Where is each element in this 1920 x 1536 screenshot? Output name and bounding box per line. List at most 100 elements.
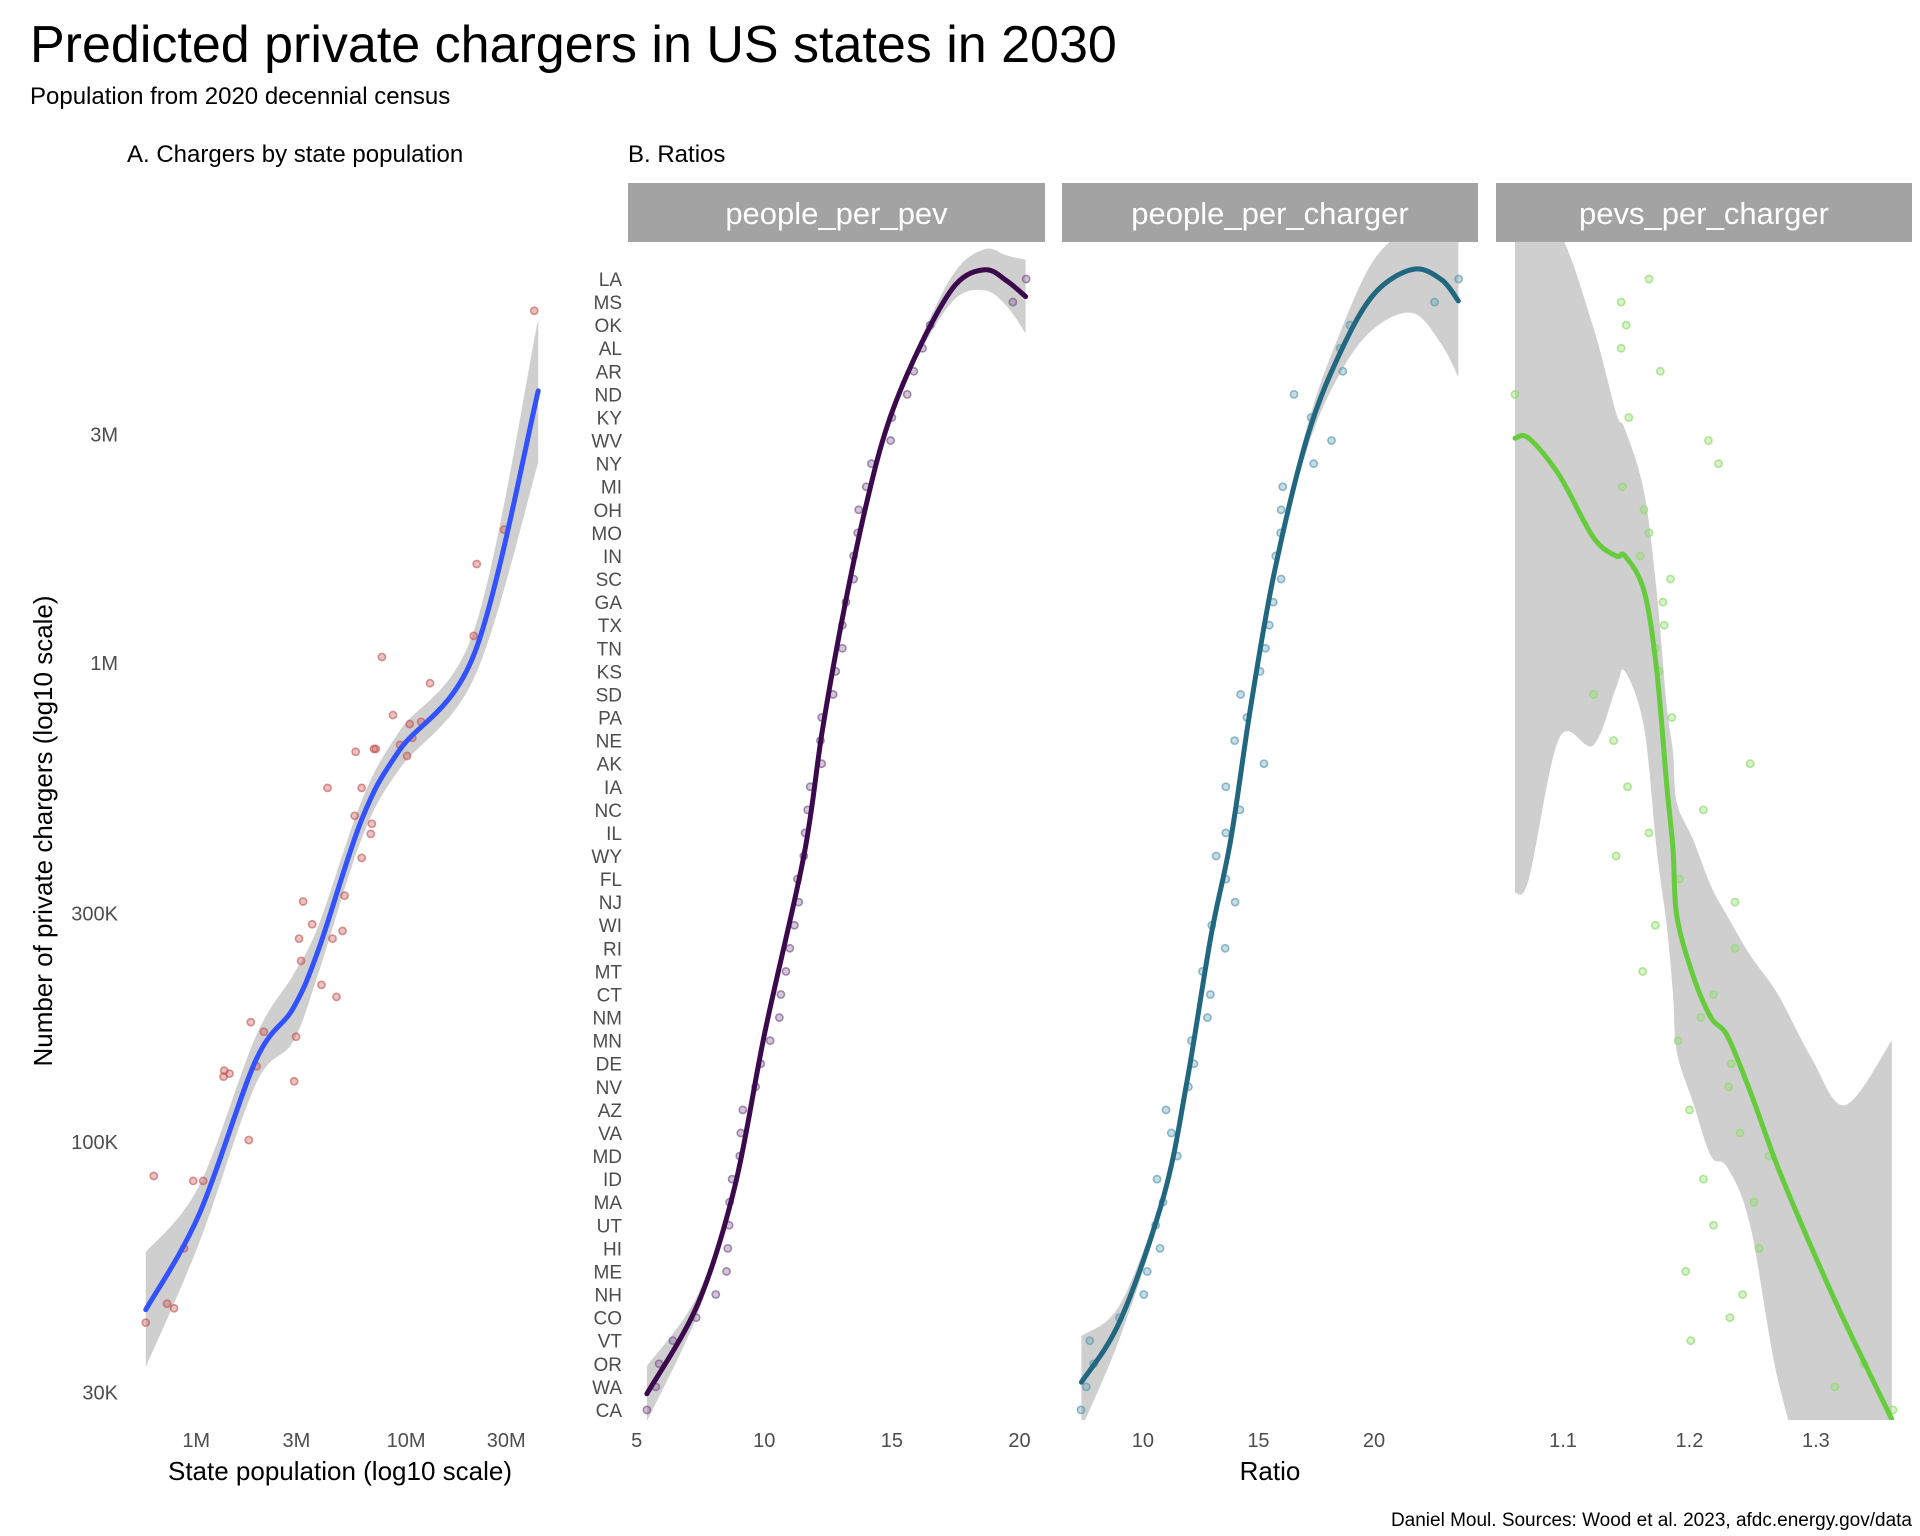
data-point xyxy=(1644,528,1654,538)
state-label: ME xyxy=(594,1262,623,1283)
data-point xyxy=(1221,782,1231,792)
data-point xyxy=(1658,597,1668,607)
state-label: HI xyxy=(603,1239,622,1260)
data-point xyxy=(1609,736,1618,745)
data-point xyxy=(1698,805,1708,815)
data-point xyxy=(1730,943,1740,953)
data-point xyxy=(1276,505,1286,515)
state-label: CT xyxy=(597,985,623,1006)
data-point xyxy=(1696,1013,1706,1022)
data-point xyxy=(1430,297,1439,307)
state-label: IA xyxy=(604,778,622,799)
data-point xyxy=(469,631,479,641)
data-point xyxy=(1709,1220,1718,1230)
state-label: NH xyxy=(595,1286,622,1307)
data-point xyxy=(1278,482,1288,492)
data-point xyxy=(886,436,896,445)
data-point xyxy=(1714,459,1723,469)
data-point xyxy=(1667,713,1677,722)
state-label: NE xyxy=(596,732,622,753)
data-point xyxy=(188,1176,198,1186)
x-tick-label: 5 xyxy=(631,1430,642,1452)
facet-marks xyxy=(1510,242,1898,1420)
data-point xyxy=(1738,1290,1747,1299)
data-point xyxy=(785,943,795,953)
smooth-line xyxy=(1512,433,1895,1420)
data-point xyxy=(1327,436,1336,445)
state-label: WA xyxy=(592,1378,622,1399)
data-point xyxy=(1749,1197,1759,1207)
data-point xyxy=(711,1290,721,1299)
panel-b-title: B. Ratios xyxy=(628,141,725,168)
data-point xyxy=(350,811,360,821)
chart-title: Predicted private chargers in US states … xyxy=(30,16,1117,74)
state-label: SC xyxy=(596,570,622,591)
data-point xyxy=(1081,1382,1091,1392)
data-point xyxy=(837,643,847,653)
data-point xyxy=(1611,851,1621,861)
data-point xyxy=(1008,297,1018,307)
panel-a-plot: 1M 3M 10M 30M 30K 100K 300K 1M 3M xyxy=(71,306,541,1452)
data-point xyxy=(307,919,317,929)
data-point xyxy=(338,926,347,936)
state-label: MS xyxy=(594,293,623,314)
facet-strip xyxy=(1062,183,1478,242)
data-point xyxy=(357,853,367,863)
smooth-line xyxy=(143,388,541,1313)
y-tick-label: 30K xyxy=(82,1383,118,1405)
chart-caption: Daniel Moul. Sources: Wood et al. 2023, … xyxy=(1391,1510,1912,1531)
data-point xyxy=(1686,1336,1696,1346)
facet-marks xyxy=(642,248,1031,1420)
data-point xyxy=(388,710,398,720)
state-label: MA xyxy=(594,1193,623,1214)
data-point xyxy=(1616,343,1626,353)
facet-strip-label: pevs_per_charger xyxy=(1579,196,1829,231)
data-point xyxy=(1735,1128,1745,1138)
state-label: AK xyxy=(597,755,623,776)
data-point xyxy=(1220,943,1230,953)
state-label: NM xyxy=(592,1009,622,1030)
data-point xyxy=(357,783,367,793)
data-point xyxy=(340,891,349,901)
y-tick-label: 1M xyxy=(90,653,118,675)
data-point xyxy=(1639,505,1649,515)
x-tick-label: 20 xyxy=(1363,1430,1385,1452)
data-point xyxy=(141,1318,151,1328)
state-label: PA xyxy=(598,709,622,730)
state-label: GA xyxy=(595,593,623,614)
data-point xyxy=(259,1027,269,1037)
data-point xyxy=(1205,990,1215,999)
data-point xyxy=(1644,274,1654,284)
data-point xyxy=(1635,551,1645,561)
facet-strip-label: people_per_pev xyxy=(725,196,948,231)
confidence-ribbon xyxy=(1514,242,1892,1420)
data-point xyxy=(1659,620,1669,630)
state-label: AR xyxy=(596,362,622,383)
facet-strip xyxy=(628,183,1045,242)
y-tick-label: 100K xyxy=(71,1132,118,1154)
data-point xyxy=(294,934,304,944)
x-tick-label: 10 xyxy=(753,1430,775,1452)
data-point xyxy=(351,747,361,757)
data-point xyxy=(1730,897,1740,907)
data-point xyxy=(1161,1105,1171,1115)
data-point xyxy=(1221,828,1231,838)
state-label: NJ xyxy=(599,893,622,914)
state-label: MN xyxy=(592,1032,622,1053)
data-point xyxy=(1673,1036,1683,1046)
state-label: IN xyxy=(603,547,622,568)
data-point xyxy=(1588,690,1598,699)
facet-people-per-pev: people_per_pev 5 10 15 20 xyxy=(628,183,1045,1452)
confidence-ribbon xyxy=(646,248,1026,1420)
state-label: NY xyxy=(596,455,623,476)
state-label: CO xyxy=(594,1309,623,1330)
data-point xyxy=(1624,413,1634,422)
state-label: TN xyxy=(597,639,622,660)
state-label: MI xyxy=(601,478,622,499)
data-point xyxy=(1085,1336,1095,1346)
data-point xyxy=(1655,366,1665,376)
data-point xyxy=(1230,897,1240,907)
data-point xyxy=(902,389,912,399)
state-label: SD xyxy=(596,685,622,706)
